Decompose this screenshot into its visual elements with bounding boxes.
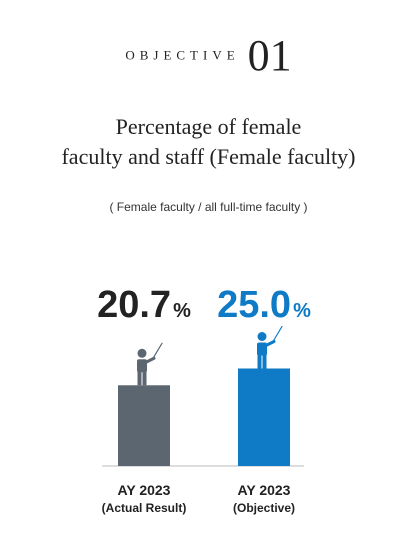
bar-1 [118,385,170,466]
bar-2 [238,368,290,466]
title-line-1: Percentage of female [115,114,302,139]
teacher-with-pointer-icon [137,342,163,386]
teacher-with-pointer-icon [257,325,283,369]
title-line-2: faculty and staff (Female faculty) [61,144,356,169]
category-label-1: AY 2023 (Actual Result) [102,482,187,515]
data-label-1: 20.7% [97,284,191,326]
objective-heading: OBJECTIVE 01 [0,30,417,81]
objective-label: OBJECTIVE [125,47,240,63]
objective-number: 01 [247,31,292,80]
subtitle: ( Female faculty / all full-time faculty… [109,200,308,214]
page-title: Percentage of female faculty and staff (… [0,112,417,172]
category-label-2: AY 2023 (Objective) [233,482,295,515]
data-label-2: 25.0% [217,284,311,326]
